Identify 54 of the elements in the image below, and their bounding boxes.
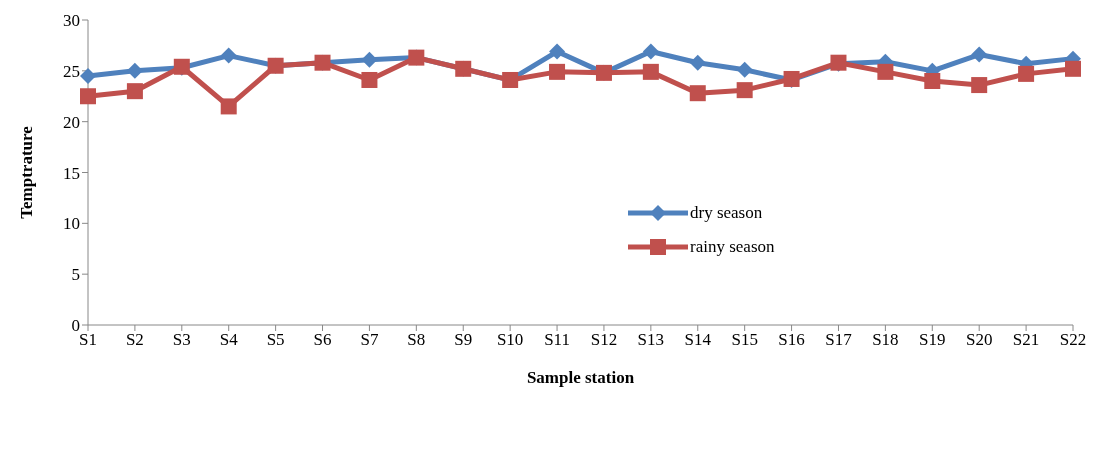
x-tick-label: S5 bbox=[266, 330, 285, 350]
x-tick-label: S3 bbox=[172, 330, 191, 350]
y-tick-label: 10 bbox=[63, 214, 80, 234]
point bbox=[549, 43, 566, 60]
x-tick-label: S8 bbox=[407, 330, 426, 350]
x-tick-label: S15 bbox=[731, 330, 758, 350]
point bbox=[80, 67, 96, 84]
point bbox=[642, 43, 659, 60]
x-tick-label: S4 bbox=[219, 330, 239, 350]
x-tick-label: S6 bbox=[313, 330, 332, 350]
point bbox=[1065, 60, 1081, 77]
y-tick-label: 15 bbox=[63, 163, 80, 183]
y-tick-label: 20 bbox=[63, 112, 80, 132]
legend-label: rainy season bbox=[690, 237, 775, 257]
point bbox=[220, 47, 237, 64]
x-tick-label: S21 bbox=[1012, 330, 1040, 350]
x-tick-label: S20 bbox=[965, 330, 993, 350]
point bbox=[549, 63, 566, 80]
x-tick-label: S12 bbox=[590, 330, 618, 350]
point bbox=[924, 73, 941, 89]
x-axis-title: Sample station bbox=[526, 368, 635, 387]
point bbox=[971, 46, 988, 63]
x-tick-label: S10 bbox=[496, 330, 524, 350]
x-tick-label: S14 bbox=[684, 330, 712, 350]
y-tick-label: 5 bbox=[71, 265, 80, 285]
x-tick-label: S1 bbox=[79, 330, 97, 350]
y-tick-label: 25 bbox=[63, 61, 80, 81]
point bbox=[220, 98, 237, 115]
point bbox=[126, 83, 143, 100]
point bbox=[877, 63, 894, 80]
y-tick-label: 0 bbox=[71, 316, 80, 336]
x-tick-label: S9 bbox=[454, 330, 473, 350]
point bbox=[80, 88, 96, 105]
point bbox=[689, 54, 706, 71]
x-tick-label: S17 bbox=[825, 330, 853, 350]
legend-label: dry season bbox=[690, 203, 763, 223]
point bbox=[1018, 65, 1035, 82]
point bbox=[689, 85, 706, 102]
x-tick-label: S13 bbox=[637, 330, 665, 350]
x-tick-label: S11 bbox=[544, 330, 570, 350]
y-tick-label: 30 bbox=[63, 11, 80, 31]
point bbox=[736, 82, 753, 99]
x-tick-label: S2 bbox=[125, 330, 144, 350]
point bbox=[971, 77, 988, 94]
x-tick-label: S18 bbox=[872, 330, 899, 350]
x-tick-label: S7 bbox=[360, 330, 379, 350]
x-tick-label: S19 bbox=[919, 330, 946, 350]
x-tick-label: S22 bbox=[1059, 330, 1087, 350]
point bbox=[361, 71, 378, 88]
point bbox=[736, 61, 753, 78]
x-tick-label: S16 bbox=[778, 330, 805, 350]
point bbox=[126, 62, 143, 79]
y-axis-title: Temptrature bbox=[17, 125, 37, 219]
point bbox=[642, 63, 659, 80]
